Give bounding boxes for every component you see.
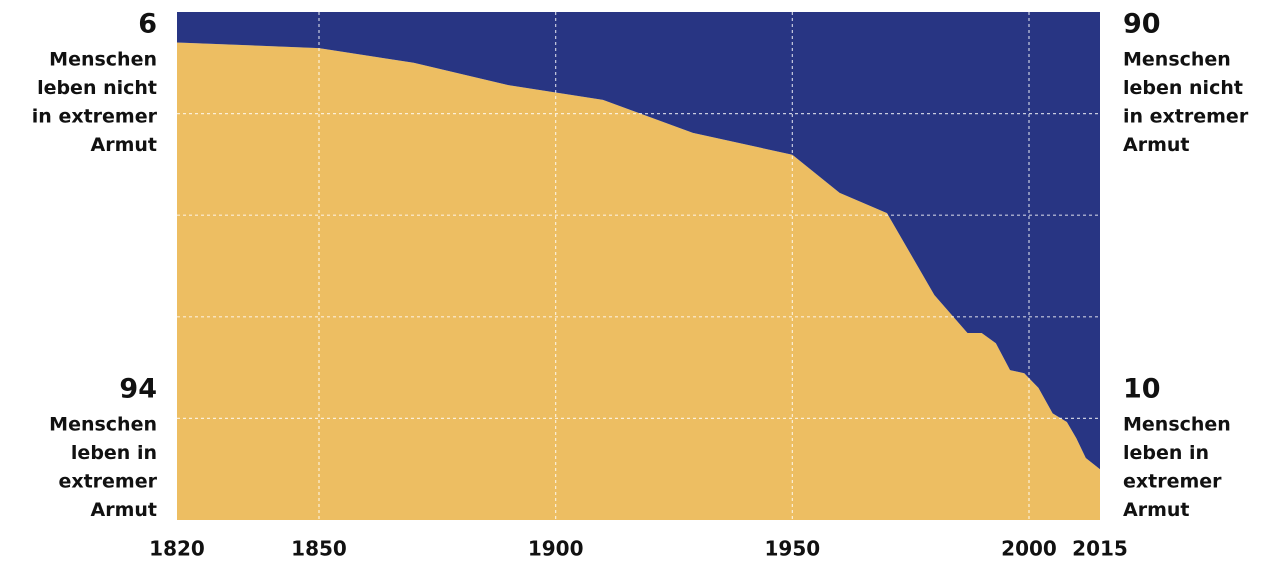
side-number: 94: [119, 374, 157, 405]
x-tick-label: 2000: [1001, 537, 1057, 561]
area: [177, 12, 1100, 470]
side-text: Menschen: [49, 414, 157, 436]
side-text: Menschen: [1123, 49, 1231, 71]
side-text: Armut: [91, 134, 157, 156]
side-number: 6: [138, 9, 157, 40]
side-text: extremer: [58, 471, 157, 493]
side-text: leben nicht: [37, 77, 157, 99]
side-text: leben nicht: [1123, 77, 1243, 99]
x-tick-label: 1820: [149, 537, 205, 561]
side-text: in extremer: [1123, 106, 1249, 128]
side-text: Armut: [91, 499, 157, 521]
side-text: Menschen: [49, 49, 157, 71]
x-tick-label: 1850: [291, 537, 347, 561]
side-text: Armut: [1123, 134, 1189, 156]
side-text: Menschen: [1123, 414, 1231, 436]
x-tick-label: 1950: [764, 537, 820, 561]
side-number: 10: [1123, 374, 1161, 405]
side-text: Armut: [1123, 499, 1189, 521]
side-text: extremer: [1123, 471, 1222, 493]
side-text: in extremer: [32, 106, 158, 128]
side-text: leben in: [1123, 442, 1209, 464]
side-number: 90: [1123, 9, 1161, 40]
x-tick-label: 2015: [1072, 537, 1128, 561]
area: [177, 42, 1100, 520]
side-text: leben in: [71, 442, 157, 464]
x-tick-label: 1900: [528, 537, 584, 561]
